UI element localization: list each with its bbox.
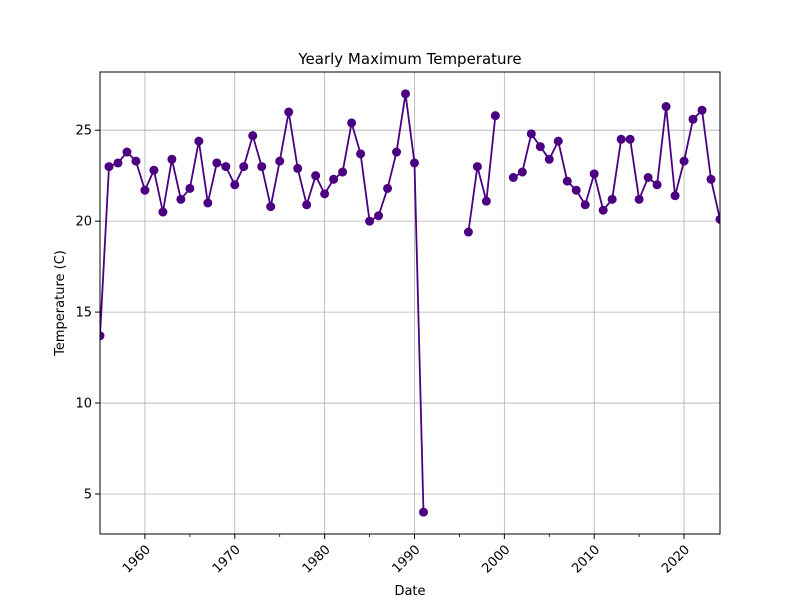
data-point bbox=[688, 114, 698, 124]
data-point bbox=[418, 507, 428, 517]
y-tick-label: 20 bbox=[75, 215, 92, 230]
data-point bbox=[100, 331, 105, 341]
series-line bbox=[467, 115, 497, 233]
data-point bbox=[365, 216, 375, 226]
data-point bbox=[661, 102, 671, 112]
y-tick-label: 10 bbox=[75, 397, 92, 412]
series-layer bbox=[100, 89, 720, 517]
data-point bbox=[392, 147, 402, 157]
y-tick-label: 15 bbox=[75, 306, 92, 321]
data-point bbox=[158, 207, 168, 217]
data-point bbox=[562, 176, 572, 186]
data-point bbox=[356, 149, 366, 159]
data-point bbox=[535, 142, 545, 152]
data-point bbox=[104, 162, 114, 172]
data-point bbox=[329, 174, 339, 184]
y-tick-label: 25 bbox=[75, 124, 92, 139]
data-point bbox=[544, 154, 554, 164]
data-point bbox=[185, 183, 195, 193]
data-point bbox=[302, 200, 312, 210]
data-point bbox=[670, 191, 680, 201]
data-point bbox=[113, 158, 123, 168]
data-point bbox=[472, 162, 482, 172]
data-point bbox=[122, 147, 132, 157]
data-point bbox=[374, 211, 384, 221]
data-point bbox=[553, 136, 563, 146]
plot-frame bbox=[99, 71, 721, 535]
data-point bbox=[715, 214, 720, 224]
data-point bbox=[338, 167, 348, 177]
data-point bbox=[167, 154, 177, 164]
data-point bbox=[589, 169, 599, 179]
data-point bbox=[517, 167, 527, 177]
data-point bbox=[203, 198, 213, 208]
x-axis-title: Date bbox=[394, 584, 425, 599]
data-point bbox=[239, 162, 249, 172]
data-point bbox=[383, 183, 393, 193]
data-point bbox=[293, 163, 303, 173]
data-point bbox=[634, 194, 644, 204]
data-point bbox=[526, 129, 536, 139]
data-point bbox=[625, 134, 635, 144]
data-point bbox=[320, 189, 330, 199]
data-point bbox=[401, 89, 411, 99]
data-point bbox=[194, 136, 204, 146]
chart-title: Yearly Maximum Temperature bbox=[297, 50, 521, 68]
data-point bbox=[571, 185, 581, 195]
data-point bbox=[697, 105, 707, 115]
data-point bbox=[212, 158, 222, 168]
data-point bbox=[679, 156, 689, 166]
data-point bbox=[248, 131, 258, 141]
plot-area bbox=[100, 72, 720, 534]
data-point bbox=[284, 107, 294, 117]
data-point bbox=[131, 156, 141, 166]
data-point bbox=[311, 171, 321, 181]
data-point bbox=[221, 162, 231, 172]
y-axis-title: Temperature (C) bbox=[53, 250, 68, 357]
data-point bbox=[481, 196, 491, 206]
data-point bbox=[347, 118, 357, 128]
data-point bbox=[266, 202, 276, 212]
data-point bbox=[706, 174, 716, 184]
data-point bbox=[508, 173, 518, 182]
data-point bbox=[652, 180, 662, 190]
data-point bbox=[463, 227, 473, 237]
data-point bbox=[140, 185, 150, 195]
y-tick-label: 5 bbox=[84, 487, 92, 502]
data-point bbox=[616, 134, 626, 144]
data-point bbox=[607, 194, 617, 204]
data-point bbox=[149, 165, 159, 175]
data-point bbox=[275, 156, 285, 166]
data-point bbox=[643, 173, 653, 182]
data-point bbox=[176, 194, 186, 204]
data-point bbox=[490, 111, 500, 121]
data-point bbox=[598, 205, 608, 215]
data-point bbox=[257, 162, 267, 172]
data-point bbox=[409, 158, 419, 168]
data-point bbox=[230, 180, 240, 190]
data-point bbox=[580, 200, 590, 210]
